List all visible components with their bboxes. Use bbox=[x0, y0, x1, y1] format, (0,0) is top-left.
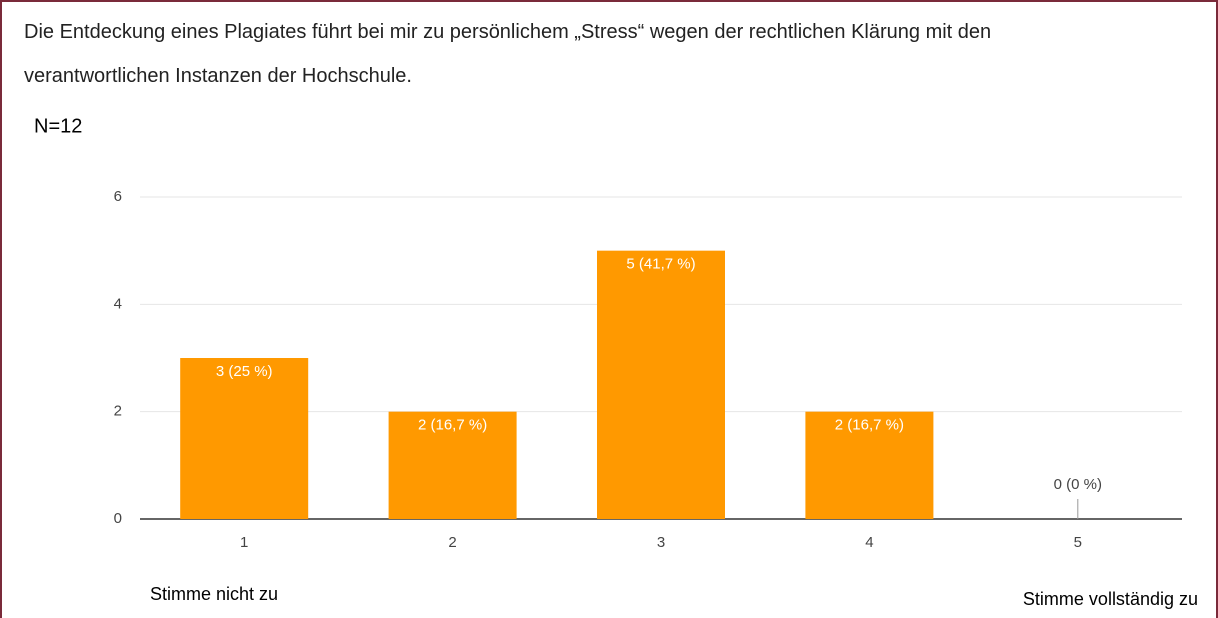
bar bbox=[388, 411, 517, 519]
data-label: 2 (16,7 %) bbox=[418, 417, 487, 434]
bar bbox=[180, 358, 309, 519]
sample-size: N=12 bbox=[34, 115, 82, 137]
x-tick-label: 5 bbox=[1074, 534, 1082, 551]
x-tick-label: 2 bbox=[448, 534, 456, 551]
bar bbox=[805, 411, 934, 519]
data-label: 3 (25 %) bbox=[216, 363, 273, 380]
bar bbox=[597, 250, 725, 519]
y-tick-label: 2 bbox=[114, 403, 122, 420]
x-tick-label: 3 bbox=[657, 534, 665, 551]
data-label: 2 (16,7 %) bbox=[835, 417, 904, 434]
scale-high-label: Stimme vollständig zu bbox=[1023, 589, 1198, 609]
y-tick-label: 4 bbox=[114, 295, 122, 312]
x-tick-label: 4 bbox=[865, 534, 873, 551]
y-tick-label: 6 bbox=[114, 188, 122, 205]
data-label: 0 (0 %) bbox=[1054, 476, 1102, 493]
chart-title: Die Entdeckung eines Plagiates führt bei… bbox=[24, 21, 992, 87]
y-tick-label: 0 bbox=[114, 510, 122, 527]
scale-low-label: Stimme nicht zu bbox=[150, 584, 278, 604]
data-label: 5 (41,7 %) bbox=[626, 256, 695, 273]
x-tick-label: 1 bbox=[240, 534, 248, 551]
